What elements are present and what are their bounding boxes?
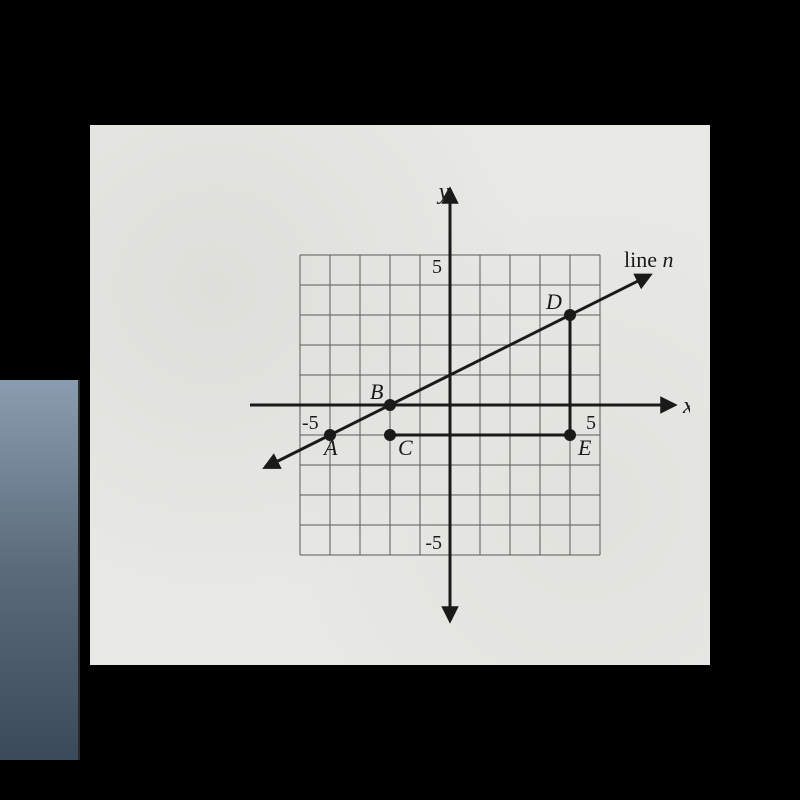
y-tick-pos5: 5: [432, 256, 442, 278]
point-E: [564, 429, 576, 441]
point-label-A: A: [322, 435, 338, 460]
x-tick-pos5: 5: [586, 412, 596, 434]
photo-edge: [0, 380, 80, 760]
line-n-label: line n: [624, 247, 674, 272]
y-tick-neg5: -5: [425, 532, 442, 554]
x-axis-label: x: [682, 393, 690, 419]
coordinate-chart: y x -5 5 5 -5 line n A B C D E: [250, 175, 690, 635]
y-axis-label: y: [437, 179, 450, 205]
point-label-D: D: [545, 289, 562, 314]
point-B: [384, 399, 396, 411]
point-label-E: E: [577, 435, 592, 460]
chart-svg: y x -5 5 5 -5 line n A B C D E: [250, 175, 690, 635]
point-label-B: B: [370, 379, 383, 404]
point-label-C: C: [398, 435, 413, 460]
paper-background: y x -5 5 5 -5 line n A B C D E: [90, 125, 710, 665]
x-tick-neg5: -5: [302, 412, 319, 434]
point-C: [384, 429, 396, 441]
point-D: [564, 309, 576, 321]
